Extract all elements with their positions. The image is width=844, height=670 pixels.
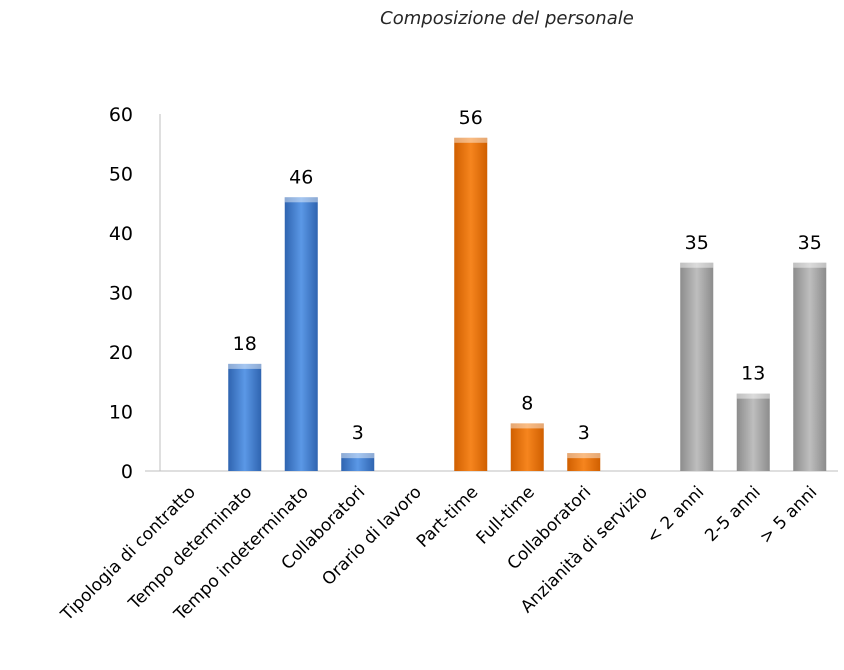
bar-bevel: [680, 262, 714, 268]
y-tick-label: 60: [109, 104, 133, 126]
bar: [680, 262, 714, 471]
y-tick-label: 30: [109, 283, 133, 305]
bar-bevel: [736, 393, 770, 399]
bar-bevel: [341, 453, 375, 459]
x-tick-label: Orario di lavoro: [318, 482, 425, 589]
x-tick-label: Part-time: [413, 482, 482, 551]
y-tick-label: 20: [109, 342, 133, 364]
bar-body: [228, 363, 262, 471]
x-tick-label: > 5 anni: [756, 482, 821, 547]
bar: [454, 137, 488, 472]
bar-body: [680, 262, 714, 471]
bar-bevel: [793, 262, 827, 268]
x-tick-label: < 2 anni: [643, 482, 708, 547]
chart-title: Composizione del personale: [380, 8, 634, 29]
bar-bevel: [228, 363, 262, 369]
bar: [228, 363, 262, 471]
data-label: 56: [459, 107, 483, 129]
bar-body: [510, 423, 544, 471]
bar-body: [736, 393, 770, 471]
data-label: 18: [233, 333, 257, 355]
bar: [567, 453, 601, 471]
bar-body: [567, 453, 601, 471]
bar-bevel: [454, 137, 488, 143]
data-label: 3: [578, 422, 590, 444]
bar: [510, 423, 544, 471]
y-tick-label: 10: [109, 402, 133, 424]
bar-body: [793, 262, 827, 471]
bar: [341, 453, 375, 471]
data-label: 35: [685, 232, 709, 254]
y-tick-label: 0: [121, 461, 133, 483]
bar: [793, 262, 827, 471]
y-tick-label: 50: [109, 164, 133, 186]
data-label: 8: [521, 392, 533, 414]
bar-body: [284, 197, 318, 472]
data-label: 13: [741, 363, 765, 385]
x-tick-label: 2-5 anni: [701, 482, 765, 546]
bar: [736, 393, 770, 471]
data-label: 46: [289, 166, 313, 188]
data-label: 35: [798, 232, 822, 254]
bar-bevel: [284, 197, 318, 203]
bar-body: [341, 453, 375, 471]
data-label: 3: [352, 422, 364, 444]
y-tick-label: 40: [109, 223, 133, 245]
bar: [284, 197, 318, 472]
bar-bevel: [567, 453, 601, 459]
bar-body: [454, 137, 488, 472]
bar-bevel: [510, 423, 544, 429]
